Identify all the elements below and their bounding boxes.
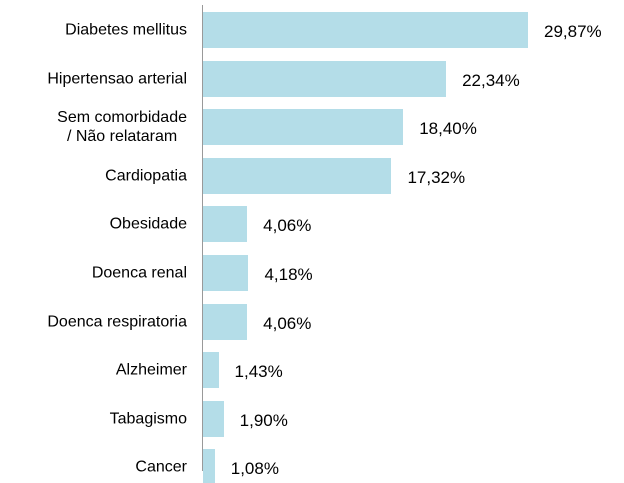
bar bbox=[203, 449, 215, 483]
category-label: Diabetes mellitus bbox=[0, 21, 187, 40]
category-text: Doenca respiratoria bbox=[47, 313, 187, 331]
category-label: Alzheimer bbox=[0, 361, 187, 380]
category-label: Hipertensao arterial bbox=[0, 69, 187, 88]
bar bbox=[203, 60, 447, 97]
category-label: Cancer bbox=[0, 458, 187, 477]
bar bbox=[203, 157, 392, 194]
category-label: Doenca renal bbox=[0, 264, 187, 283]
category-text: Obesidade bbox=[109, 215, 187, 233]
value-label: 18,40% bbox=[419, 119, 477, 139]
category-label: Cardiopatia bbox=[0, 166, 187, 185]
value-label: 22,34% bbox=[462, 70, 520, 90]
bar bbox=[203, 12, 528, 48]
category-label: Sem comorbidade / Não relataram bbox=[0, 108, 187, 146]
category-label: Tabagismo bbox=[0, 409, 187, 428]
category-text: Alzheimer bbox=[115, 361, 187, 379]
value-label: 4,06% bbox=[263, 216, 312, 236]
bar bbox=[203, 255, 249, 291]
category-text: Tabagismo bbox=[109, 410, 187, 428]
value-label: 1,08% bbox=[230, 459, 279, 479]
category-text: Diabetes mellitus bbox=[65, 21, 187, 39]
value-label: 1,43% bbox=[234, 362, 283, 382]
value-label: 4,18% bbox=[264, 265, 313, 284]
category-text: Cancer bbox=[135, 458, 187, 476]
category-text: Hipertensao arterial bbox=[47, 70, 187, 88]
category-text: Doenca renal bbox=[91, 264, 187, 282]
category-text: Cardiopatia bbox=[105, 167, 187, 185]
category-label: Doenca respiratoria bbox=[0, 312, 187, 331]
category-label: Obesidade bbox=[0, 215, 187, 234]
category-text: Sem comorbidade / Não relataram bbox=[57, 109, 187, 146]
bar bbox=[203, 352, 219, 389]
bar bbox=[203, 303, 248, 340]
value-label: 4,06% bbox=[263, 313, 312, 333]
axis-line bbox=[202, 5, 203, 471]
bar bbox=[203, 206, 248, 243]
value-label: 17,32% bbox=[407, 167, 466, 187]
bar bbox=[203, 400, 224, 437]
bar bbox=[203, 109, 404, 146]
value-label: 29,87% bbox=[544, 22, 602, 41]
value-label: 1,90% bbox=[239, 410, 288, 430]
